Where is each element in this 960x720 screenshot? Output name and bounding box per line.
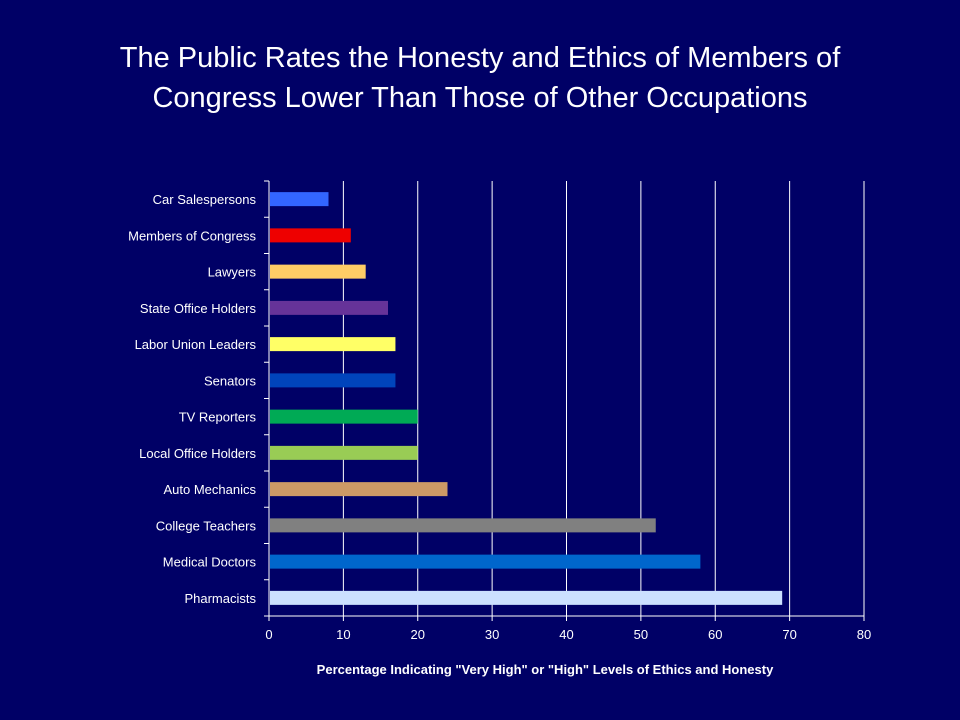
chart-title-line-1: The Public Rates the Honesty and Ethics …	[119, 42, 841, 74]
x-axis-label: Percentage Indicating "Very High" or "Hi…	[316, 662, 774, 677]
bar-state-office-holders	[270, 300, 388, 315]
bar-members-of-congress	[270, 228, 351, 243]
category-label-labor-union-leaders: Labor Union Leaders	[135, 337, 257, 352]
category-label-tv-reporters: TV Reporters	[179, 410, 257, 425]
category-label-auto-mechanics: Auto Mechanics	[164, 482, 257, 497]
x-tick-label-70: 70	[782, 627, 796, 642]
x-tick-label-40: 40	[559, 627, 573, 642]
x-tick-label-20: 20	[411, 627, 425, 642]
chart-title: The Public Rates the Honesty and Ethics …	[40, 38, 920, 118]
x-tick-label-0: 0	[265, 627, 272, 642]
bar-lawyers	[270, 264, 366, 279]
bar-college-teachers	[270, 518, 656, 533]
x-tick-label-50: 50	[634, 627, 648, 642]
category-label-medical-doctors: Medical Doctors	[163, 555, 257, 570]
category-label-state-office-holders: State Office Holders	[140, 301, 257, 316]
x-tick-label-80: 80	[857, 627, 871, 642]
category-label-pharmacists: Pharmacists	[184, 591, 256, 606]
category-label-college-teachers: College Teachers	[156, 518, 257, 533]
category-label-local-office-holders: Local Office Holders	[139, 446, 256, 461]
category-label-members-of-congress: Members of Congress	[128, 228, 256, 243]
x-tick-label-60: 60	[708, 627, 722, 642]
x-tick-label-30: 30	[485, 627, 499, 642]
bar-local-office-holders	[270, 445, 418, 460]
bar-medical-doctors	[270, 554, 701, 569]
bar-car-salespersons	[270, 192, 329, 207]
category-label-lawyers: Lawyers	[208, 265, 257, 280]
bar-senators	[270, 373, 396, 388]
x-tick-label-10: 10	[336, 627, 350, 642]
bar-tv-reporters	[270, 409, 418, 424]
category-label-car-salespersons: Car Salespersons	[153, 192, 257, 207]
bar-auto-mechanics	[270, 482, 448, 497]
bar-pharmacists	[270, 590, 783, 605]
bar-labor-union-leaders	[270, 337, 396, 352]
category-label-senators: Senators	[204, 373, 257, 388]
chart-title-line-2: Congress Lower Than Those of Other Occup…	[152, 82, 808, 114]
